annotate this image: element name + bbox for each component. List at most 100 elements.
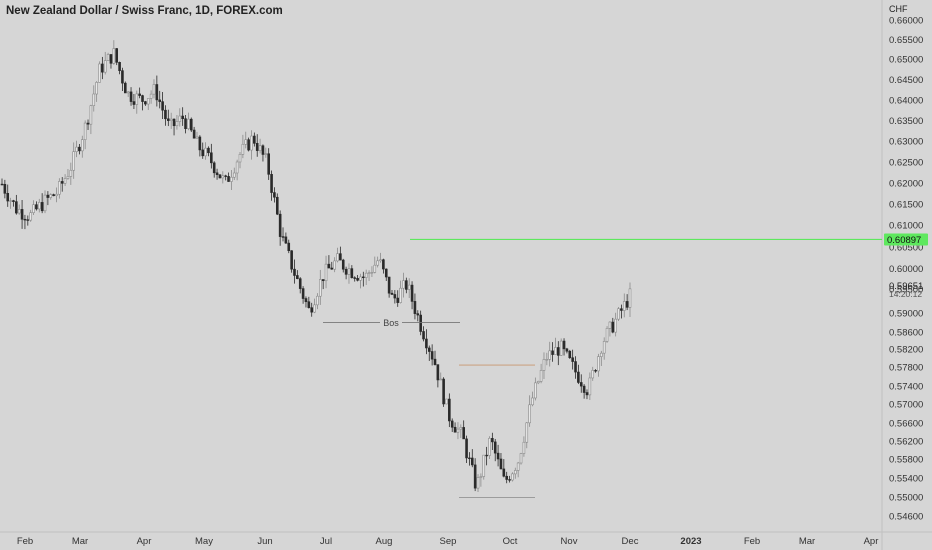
candle-body [230, 176, 233, 182]
candle-body [617, 308, 620, 320]
candle-body [235, 161, 239, 174]
candle-body [244, 139, 248, 145]
candle-body [505, 475, 508, 480]
price-tick-label: 0.55800 [889, 455, 923, 466]
candle-body [608, 321, 612, 329]
candle-body [267, 153, 270, 175]
candle-body [625, 301, 629, 308]
candle-body [442, 378, 445, 405]
price-tick-label: 0.61000 [889, 221, 923, 232]
candle-body [591, 370, 595, 379]
candle-body [78, 146, 81, 152]
candle-body [551, 350, 554, 355]
candle-body [49, 194, 53, 198]
candle-body [347, 268, 351, 275]
candle-body [109, 54, 113, 64]
candle-body [499, 458, 503, 470]
time-tick-label: Aug [376, 536, 393, 547]
candle-body [554, 347, 557, 355]
candle-body [144, 101, 147, 105]
price-tick-label: 0.57000 [889, 400, 923, 411]
candle-body [620, 308, 623, 311]
candle-body [227, 176, 230, 182]
candle-body [364, 272, 368, 278]
candle-body [390, 292, 394, 295]
candle-body [422, 331, 425, 340]
time-tick-label: Mar [799, 536, 815, 547]
candle-body [445, 398, 448, 405]
candle-body [296, 275, 299, 279]
candle-body [516, 462, 520, 471]
candle-body [577, 371, 580, 383]
candle-body [121, 70, 124, 84]
candle-body [531, 397, 534, 406]
candle-body [496, 452, 500, 460]
candle-body [433, 358, 437, 365]
price-tick-label: 0.57800 [889, 363, 923, 374]
candle-body [6, 193, 10, 202]
candle-body [15, 201, 18, 214]
candle-body [399, 287, 402, 303]
candle-body [585, 392, 589, 396]
candle-body [210, 152, 213, 164]
candle-body [89, 105, 93, 125]
candle-body [574, 361, 577, 373]
candle-body [258, 145, 262, 151]
candle-body [187, 118, 190, 129]
candle-body [450, 420, 454, 428]
candle-body [103, 60, 107, 73]
candle-body [410, 284, 414, 302]
candle-body [124, 82, 127, 94]
candle-body [344, 268, 348, 275]
candle-body [250, 135, 253, 151]
candle-body [238, 154, 242, 163]
candle-body [402, 280, 405, 289]
price-tick-label: 0.60500 [889, 243, 923, 254]
candle-body [17, 209, 21, 214]
last-price-label: 0.59651 [889, 281, 923, 292]
candles [0, 40, 632, 493]
candle-body [430, 351, 434, 360]
candle-body [12, 200, 15, 202]
price-tick-label: 0.57400 [889, 382, 923, 393]
price-tick-label: 0.66000 [889, 16, 923, 27]
candle-body [356, 278, 359, 281]
time-tick-label: Oct [503, 536, 518, 547]
candle-body [112, 48, 116, 64]
candle-body [304, 298, 308, 303]
candle-body [224, 175, 227, 177]
candle-body [436, 364, 440, 381]
candle-body [152, 84, 156, 95]
candle-body [427, 347, 431, 352]
time-tick-label: Dec [622, 536, 639, 547]
candle-body [382, 259, 385, 270]
price-tick-label: 0.56600 [889, 419, 923, 430]
candle-body [407, 284, 411, 290]
candle-body [511, 473, 514, 481]
candle-body [215, 172, 219, 175]
candle-body [175, 121, 179, 127]
candle-body [55, 193, 58, 197]
candle-body [439, 378, 443, 381]
candle-body [115, 48, 119, 63]
candle-body [138, 93, 141, 96]
candle-body [605, 328, 609, 342]
candle-body [485, 454, 488, 457]
candle-body [218, 174, 222, 179]
candle-body [149, 93, 153, 99]
candle-body [92, 93, 96, 106]
candle-body [232, 172, 236, 178]
candle-body [284, 236, 288, 244]
candle-body [548, 350, 552, 360]
candle-body [35, 204, 38, 210]
candle-body [32, 204, 35, 213]
candle-body [539, 370, 543, 382]
candle-body [493, 441, 497, 454]
time-tick-label: Feb [744, 536, 760, 547]
candle-body [330, 267, 334, 270]
candle-body [80, 139, 84, 152]
candle-body [273, 192, 276, 198]
candle-body [313, 304, 316, 313]
